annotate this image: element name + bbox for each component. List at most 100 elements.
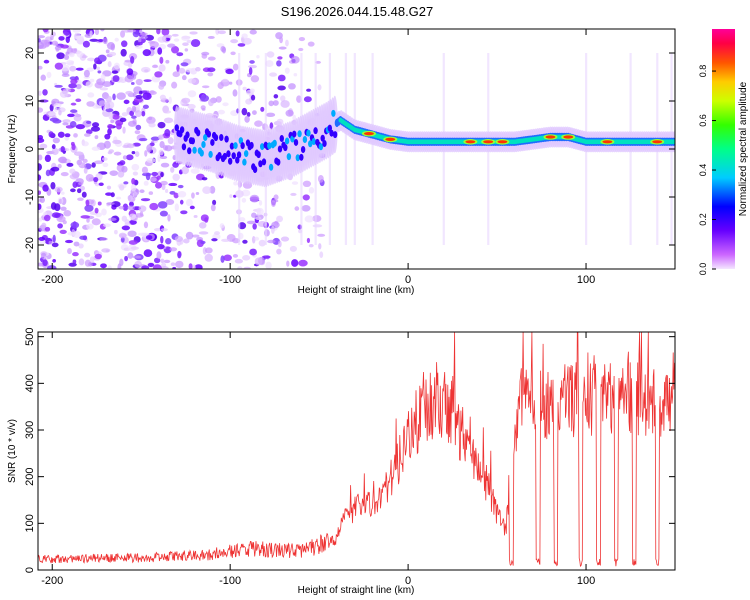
spectrogram-noise-blob	[41, 222, 47, 229]
spectrogram-noise-blob	[101, 208, 107, 216]
spectrogram-ridge-core	[233, 142, 238, 150]
spectrogram-noise-blob	[128, 219, 137, 225]
spectrogram-noise-blob	[290, 56, 300, 64]
spectrogram-peak	[483, 140, 494, 144]
spectrogram-y-tick-label: 0	[24, 146, 36, 152]
spectrogram-noise-blob	[54, 203, 61, 212]
snr-x-ticks: -200 -100 0 100	[41, 332, 595, 587]
spectrogram-noise-blob	[276, 118, 284, 125]
spectrogram-noise-blob	[174, 203, 179, 212]
spectrogram-noise-blob	[58, 109, 62, 116]
spectrogram-noise-blob	[94, 160, 104, 165]
spectrogram-noise-blob	[189, 31, 198, 35]
spectrogram-ridge-core	[210, 138, 215, 146]
spectrogram-noise-blob	[62, 122, 69, 126]
spectrogram-noise-blob	[69, 52, 75, 58]
spectrogram-noise-blob	[225, 68, 234, 75]
spectrogram-noise-blob	[178, 67, 186, 74]
spectrogram-noise-blob	[233, 181, 238, 186]
spectrogram-noise-blob	[89, 256, 95, 263]
spectrogram-ridge-core	[293, 138, 299, 146]
spectrogram-noise-blob	[102, 162, 109, 168]
spectrogram-noise-blob	[140, 66, 151, 73]
spectrogram-noise-blob	[177, 250, 182, 259]
spectrogram-noise-blob	[242, 239, 248, 244]
spectrogram-ridge-core	[267, 142, 272, 150]
spectrogram-noise-blob	[288, 83, 296, 90]
spectrogram-noise-blob	[163, 110, 172, 114]
spectrogram-noise-blob	[79, 235, 87, 240]
spectrogram-noise-blob	[107, 128, 112, 136]
spectrogram-ridge-core	[276, 158, 281, 166]
spectrogram-noise-blob	[75, 124, 85, 130]
spectrogram-peak	[602, 140, 613, 144]
spectrogram-noise-blob	[195, 192, 200, 195]
spectrogram-peak	[545, 135, 556, 139]
spectrogram-ridge-core	[277, 145, 283, 153]
snr-background	[38, 332, 675, 570]
spectrogram-noise-blob	[54, 42, 59, 47]
snr-x-tick-label: 0	[405, 575, 411, 587]
spectrogram-noise-blob	[242, 86, 247, 91]
spectrogram-noise-blob	[138, 205, 147, 212]
spectrogram-noise-blob	[242, 37, 252, 45]
spectrogram-noise-blob	[143, 249, 153, 258]
spectrogram-noise-blob	[172, 173, 180, 181]
spectrogram-noise-blob	[194, 264, 203, 269]
spectrogram-noise-blob	[100, 73, 106, 82]
spectrogram-ridge-core	[227, 157, 233, 165]
spectrogram-noise-blob	[78, 258, 85, 266]
spectrogram-noise-blob	[95, 212, 102, 218]
spectrogram-noise-blob	[248, 67, 253, 75]
colorbar: 0.0 0.2 0.4 0.6 0.8 Normalized spectral ampl…	[698, 29, 749, 275]
spectrogram-noise-blob	[67, 248, 72, 255]
spectrogram-ridge-core	[256, 151, 261, 159]
spectrogram-noise-blob	[180, 62, 189, 67]
spectrogram-noise-blob	[44, 226, 51, 232]
spectrogram-noise-blob	[38, 190, 42, 195]
spectrogram-noise-blob	[120, 48, 127, 57]
spectrogram-noise-blob	[84, 133, 91, 137]
spectrogram-noise-blob	[276, 60, 282, 67]
spectrogram-noise-blob	[148, 122, 156, 128]
spectrogram-noise-blob	[134, 130, 141, 135]
spectrogram-noise-blob	[106, 185, 112, 190]
spectrogram-noise-blob	[245, 89, 255, 96]
spectrogram-noise-blob	[124, 255, 129, 262]
spectrogram-ridge-core	[259, 143, 265, 151]
spectrogram-noise-blob	[289, 245, 298, 252]
colorbar-tick-label: 0.4	[698, 164, 708, 177]
spectrogram-noise-blob	[89, 38, 99, 42]
spectrogram-noise-blob	[146, 116, 156, 125]
spectrogram-noise-blob	[147, 262, 155, 268]
spectrogram-noise-blob	[302, 194, 310, 201]
spectrogram-noise-blob	[142, 49, 152, 57]
spectrogram-noise-blob	[135, 44, 143, 49]
spectrogram-noise-blob	[108, 111, 114, 120]
spectrogram-noise-blob	[110, 43, 115, 51]
spectrogram-noise-blob	[141, 265, 150, 269]
spectrogram-noise-blob	[85, 174, 94, 182]
spectrogram-noise-blob	[192, 264, 196, 269]
spectrogram-noise-blob	[130, 184, 137, 192]
spectrogram-noise-blob	[246, 112, 251, 117]
spectrogram-noise-blob	[306, 88, 312, 92]
spectrogram-noise-blob	[78, 181, 84, 186]
spectrogram-noise-blob	[221, 238, 231, 242]
spectrogram-noise-blob	[67, 113, 75, 118]
spectrogram-noise-blob	[76, 159, 83, 166]
spectrogram-ridge-core	[242, 158, 247, 166]
spectrogram-noise-blob	[171, 33, 179, 37]
spectrogram-noise-blob	[277, 56, 283, 60]
spectrogram-noise-blob	[156, 29, 161, 35]
spectrogram-x-tick-label: -100	[219, 274, 241, 286]
spectrogram-noise-blob	[69, 65, 77, 72]
spectrogram-noise-blob	[317, 84, 322, 91]
spectrogram-noise-blob	[122, 144, 130, 149]
spectrogram-noise-blob	[127, 252, 134, 259]
spectrogram-noise-blob	[125, 90, 133, 95]
spectrogram-noise-blob	[38, 38, 41, 43]
spectrogram-noise-blob	[126, 68, 134, 75]
spectrogram-noise-blob	[222, 78, 229, 83]
spectrogram-noise-blob	[75, 67, 84, 71]
